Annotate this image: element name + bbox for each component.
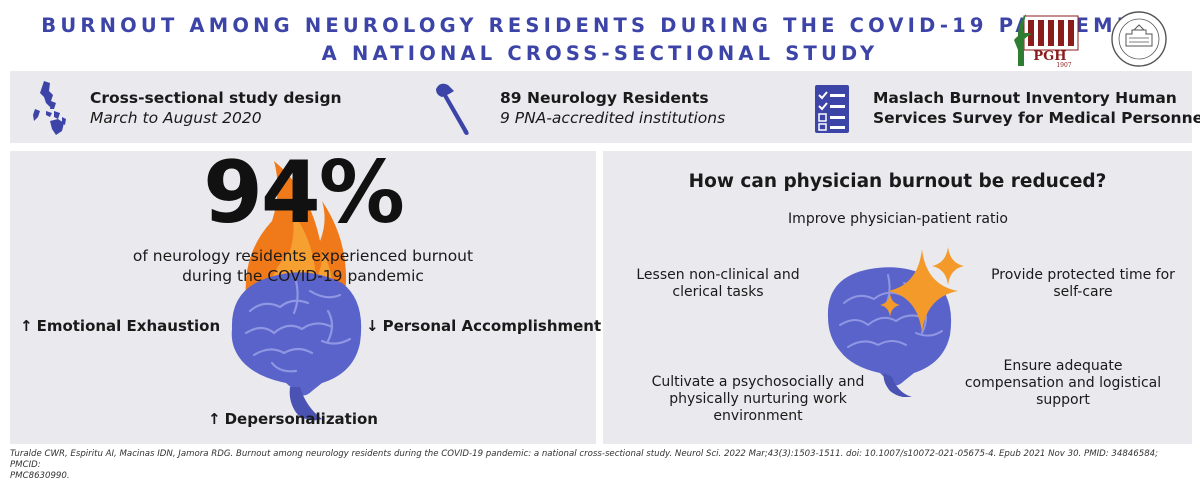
survey-title-line-1: Maslach Burnout Inventory Human [873, 89, 1177, 107]
strategy-protected-time: Provide protected time for self-care [983, 267, 1183, 301]
strategy-lessen-tasks: Lessen non-clinical and clerical tasks [613, 267, 823, 301]
strategy-text: Lessen non-clinical and [636, 267, 800, 283]
pgh-logo-year: 1907 [1056, 62, 1071, 68]
effect-personal-accomplishment: ↓ Personal Accomplishment [366, 317, 601, 335]
reflex-hammer-icon [436, 83, 469, 135]
pgh-logo: PGH 1907 [1014, 14, 1079, 68]
study-design-title: Cross-sectional study design [90, 89, 342, 107]
sparkle-icon-small [932, 247, 964, 285]
pgh-logo-text: PGH [1033, 49, 1066, 64]
participants-institutions: 9 PNA-accredited institutions [500, 109, 726, 127]
strategy-text: Provide protected time for [991, 267, 1175, 283]
brain-icon [231, 272, 362, 421]
reduction-question: How can physician burnout be reduced? [688, 171, 1107, 192]
citation: Turalde CWR, Espiritu AI, Macinas IDN, J… [10, 449, 1190, 482]
study-design-dates: March to August 2020 [90, 109, 262, 127]
citation-line-2: PMC8630990. [10, 471, 70, 481]
strategy-text: self-care [1053, 284, 1113, 300]
checklist-icon [815, 85, 849, 133]
effect-depersonalization: ↑ Depersonalization [208, 410, 378, 428]
strategy-text: environment [713, 408, 803, 424]
up-college-of-medicine-seal [1111, 11, 1167, 67]
sparkle-icon-tiny [880, 293, 900, 317]
page-title: BURNOUT AMONG NEUROLOGY RESIDENTS DURING… [0, 12, 1200, 68]
strategy-text: Cultivate a psychosocially and [651, 374, 865, 390]
study-design-info: Cross-sectional study design March to Au… [10, 71, 410, 143]
strategy-text: physically nurturing work [669, 391, 847, 407]
sparkle-icon-large [888, 249, 958, 333]
effect-emotional-exhaustion: ↑ Emotional Exhaustion [20, 317, 220, 335]
survey-title-line-2: Services Survey for Medical Personnel [873, 109, 1200, 127]
survey-info: Maslach Burnout Inventory Human Services… [805, 71, 1200, 143]
strategy-text: support [1036, 392, 1090, 408]
burnout-caption-line-2: during the COVID-19 pandemic [182, 267, 424, 285]
flame-brain-illustration [231, 161, 362, 421]
strategy-physician-patient-ratio: Improve physician-patient ratio [743, 211, 1053, 228]
burnout-caption-line-1: of neurology residents experienced burno… [132, 247, 474, 265]
down-arrow-icon: ↓ [366, 317, 379, 335]
strategy-text: compensation and logistical [964, 375, 1162, 391]
effect-label: Emotional Exhaustion [36, 317, 221, 335]
strategy-text: Ensure adequate [1003, 358, 1123, 374]
title-line-1: BURNOUT AMONG NEUROLOGY RESIDENTS DURING… [41, 14, 1159, 37]
burnout-caption: of neurology residents experienced burno… [10, 246, 596, 286]
effect-label: Personal Accomplishment [382, 317, 602, 335]
burnout-reduction-panel: How can physician burnout be reduced? Im… [603, 151, 1192, 444]
citation-line-1: Turalde CWR, Espiritu AI, Macinas IDN, J… [10, 449, 1159, 470]
strategy-nurturing-environment: Cultivate a psychosocially and physicall… [633, 374, 883, 425]
brain-sparkle-illustration [827, 247, 964, 397]
participants-info: 89 Neurology Residents 9 PNA-accredited … [420, 71, 800, 143]
strategy-text: clerical tasks [672, 284, 764, 300]
burnout-percentage: 94% [203, 143, 405, 243]
title-line-2: A NATIONAL CROSS-SECTIONAL STUDY [321, 42, 879, 65]
burnout-result-panel: 94% of neurology residents experienced b… [10, 143, 601, 444]
strategy-text: Improve physician-patient ratio [788, 211, 1008, 227]
participants-title: 89 Neurology Residents [500, 89, 709, 107]
up-arrow-icon: ↑ [20, 317, 33, 335]
strategy-compensation: Ensure adequate compensation and logisti… [943, 358, 1183, 409]
philippines-map-icon [33, 81, 66, 135]
up-arrow-icon: ↑ [208, 410, 221, 428]
study-info-bar: Cross-sectional study design March to Au… [10, 71, 1200, 143]
effect-label: Depersonalization [224, 410, 378, 428]
